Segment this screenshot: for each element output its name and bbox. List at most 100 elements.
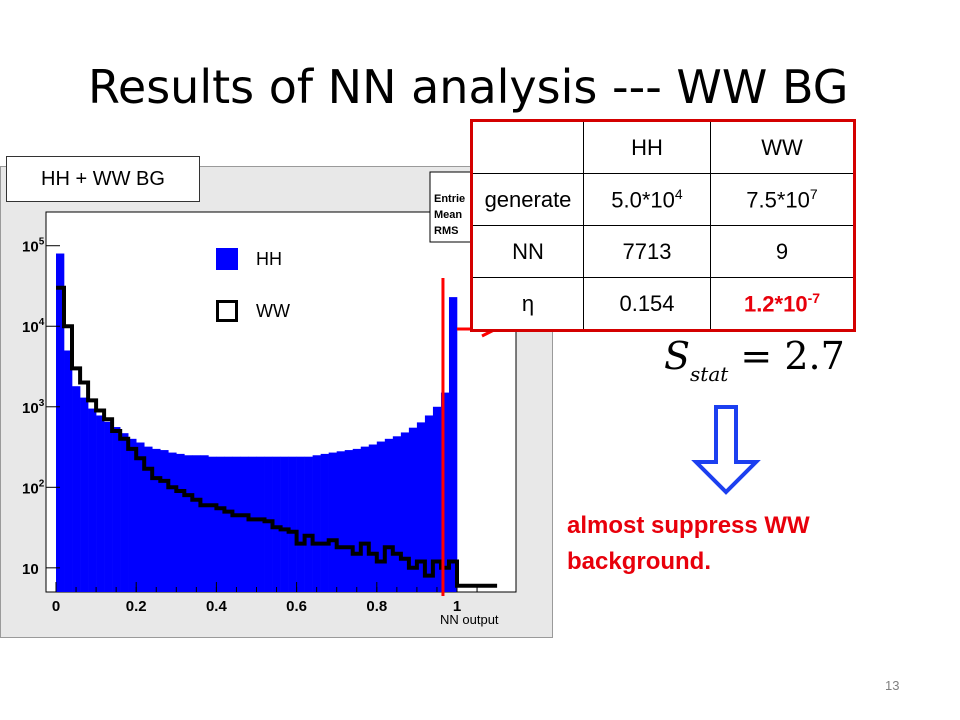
formula-symbol: S bbox=[664, 334, 691, 378]
y-tick-label: 10 bbox=[22, 561, 39, 578]
hh-bin-bar bbox=[168, 452, 177, 592]
table-cell-value: 9 bbox=[775, 238, 789, 264]
table-row: NN 7713 9 bbox=[471, 225, 855, 278]
hh-bin-bar bbox=[80, 397, 89, 592]
x-tick-label: 0.8 bbox=[366, 598, 387, 615]
hh-bin-bar bbox=[280, 456, 289, 592]
table-row-label: NN bbox=[471, 225, 584, 278]
hh-bin-bar bbox=[256, 456, 265, 592]
hh-bin-bar bbox=[336, 451, 346, 592]
hh-bin-bar bbox=[184, 455, 193, 592]
table-header-cell: HH bbox=[583, 120, 711, 174]
legend-ww-swatch bbox=[216, 300, 238, 322]
hh-bin-bar bbox=[376, 441, 386, 592]
x-tick-label: 0 bbox=[52, 598, 60, 615]
x-tick-label: 0.2 bbox=[126, 598, 147, 615]
hh-bin-bar bbox=[440, 392, 450, 592]
table-cell-hh: 5.0*104 bbox=[583, 173, 711, 226]
results-table: HH WW generate 5.0*104 7.5*107 NN 7713 9… bbox=[470, 119, 856, 332]
hh-bin-bar bbox=[96, 415, 105, 592]
hh-bin-bar bbox=[448, 297, 458, 592]
table-header-row: HH WW bbox=[471, 120, 855, 174]
hh-bin-bar bbox=[240, 456, 249, 592]
x-tick-label: 1 bbox=[453, 598, 461, 615]
table-cell-value: 7713 bbox=[622, 238, 672, 264]
stats-box-line: Entrie bbox=[434, 193, 465, 205]
down-arrow-icon bbox=[691, 405, 761, 495]
hh-bin-bar bbox=[264, 456, 273, 592]
x-tick-label: 0.6 bbox=[286, 598, 307, 615]
table-cell-value: 0.154 bbox=[619, 290, 675, 316]
hh-bin-bar bbox=[64, 350, 73, 592]
table-header-cell: WW bbox=[710, 120, 855, 174]
table-cell-ww: 7.5*107 bbox=[710, 173, 855, 226]
y-tick-label: 104 bbox=[22, 317, 45, 336]
hh-bin-bar bbox=[368, 444, 378, 592]
hh-bin-bar bbox=[424, 415, 434, 592]
hh-bin-bar bbox=[200, 455, 209, 592]
table-cell-hh: 7713 bbox=[583, 225, 711, 278]
hh-bin-bar bbox=[344, 450, 354, 592]
legend-hh-swatch bbox=[216, 248, 238, 270]
hh-bin-bar bbox=[152, 448, 161, 592]
table-row-label: η bbox=[471, 277, 584, 331]
hh-bin-bar bbox=[136, 442, 145, 592]
hh-bin-bar bbox=[56, 253, 65, 593]
table-cell-ww: 1.2*10-7 bbox=[710, 277, 855, 331]
hh-bin-bar bbox=[120, 433, 129, 592]
hh-bin-bar bbox=[304, 456, 313, 592]
hh-bin-bar bbox=[128, 438, 137, 592]
hh-bin-bar bbox=[248, 456, 257, 592]
table-cell-hh: 0.154 bbox=[583, 277, 711, 331]
conclusion-text: almost suppress WW background. bbox=[567, 508, 927, 580]
hh-bin-bar bbox=[392, 436, 402, 592]
hh-bin-bar bbox=[288, 456, 297, 592]
y-tick-label: 105 bbox=[22, 237, 45, 256]
hh-bin-bar bbox=[144, 446, 153, 592]
hh-bin-bar bbox=[416, 422, 426, 592]
page-number: 13 bbox=[885, 678, 900, 693]
conclusion-line: background. bbox=[567, 548, 712, 575]
legend-ww-label: WW bbox=[256, 301, 290, 321]
hh-bin-bar bbox=[408, 427, 418, 592]
formula-subscript: stat bbox=[690, 362, 729, 386]
hh-bin-bar bbox=[224, 456, 233, 592]
hh-bin-bar bbox=[328, 452, 337, 592]
table-row-label: generate bbox=[471, 173, 584, 226]
table-header-cell bbox=[471, 120, 584, 174]
hh-bin-bar bbox=[216, 456, 225, 592]
hh-bin-bar bbox=[360, 446, 370, 592]
hh-bin-bar bbox=[112, 427, 121, 592]
y-tick-label: 102 bbox=[22, 478, 45, 497]
legend-hh-label: HH bbox=[256, 249, 282, 269]
table-cell-exponent: -7 bbox=[807, 289, 821, 306]
hh-bin-bar bbox=[88, 408, 97, 592]
conclusion-line: almost suppress WW bbox=[567, 512, 810, 539]
table-cell-value: 7.5*10 bbox=[746, 187, 810, 213]
x-axis-title: NN output bbox=[440, 612, 499, 627]
hh-bin-bar bbox=[296, 456, 305, 592]
hh-bin-bar bbox=[208, 456, 217, 592]
hh-bin-bar bbox=[400, 432, 410, 592]
hh-bin-bar bbox=[272, 456, 281, 592]
x-tick-label: 0.4 bbox=[206, 598, 228, 615]
plot-badge: HH + WW BG bbox=[6, 156, 200, 202]
hh-bin-bar bbox=[160, 450, 169, 592]
hh-bin-bar bbox=[320, 453, 329, 592]
hh-bin-bar bbox=[72, 386, 81, 592]
table-cell-exponent: 7 bbox=[809, 185, 818, 202]
hh-bin-bar bbox=[384, 438, 394, 592]
table-cell-exponent: 4 bbox=[674, 185, 683, 202]
hh-bin-bar bbox=[192, 455, 201, 592]
formula-rhs: = 2.7 bbox=[740, 334, 845, 378]
y-tick-label: 103 bbox=[22, 398, 45, 417]
hh-bin-bar bbox=[104, 421, 113, 592]
table-cell-value: 5.0*10 bbox=[611, 187, 675, 213]
ww-step-line bbox=[56, 285, 498, 588]
table-row: generate 5.0*104 7.5*107 bbox=[471, 173, 855, 226]
stats-box-line: Mean bbox=[434, 209, 462, 221]
table-row: η 0.154 1.2*10-7 bbox=[471, 277, 855, 331]
table-cell-value: 1.2*10 bbox=[743, 291, 808, 317]
hh-bin-bar bbox=[352, 448, 362, 592]
